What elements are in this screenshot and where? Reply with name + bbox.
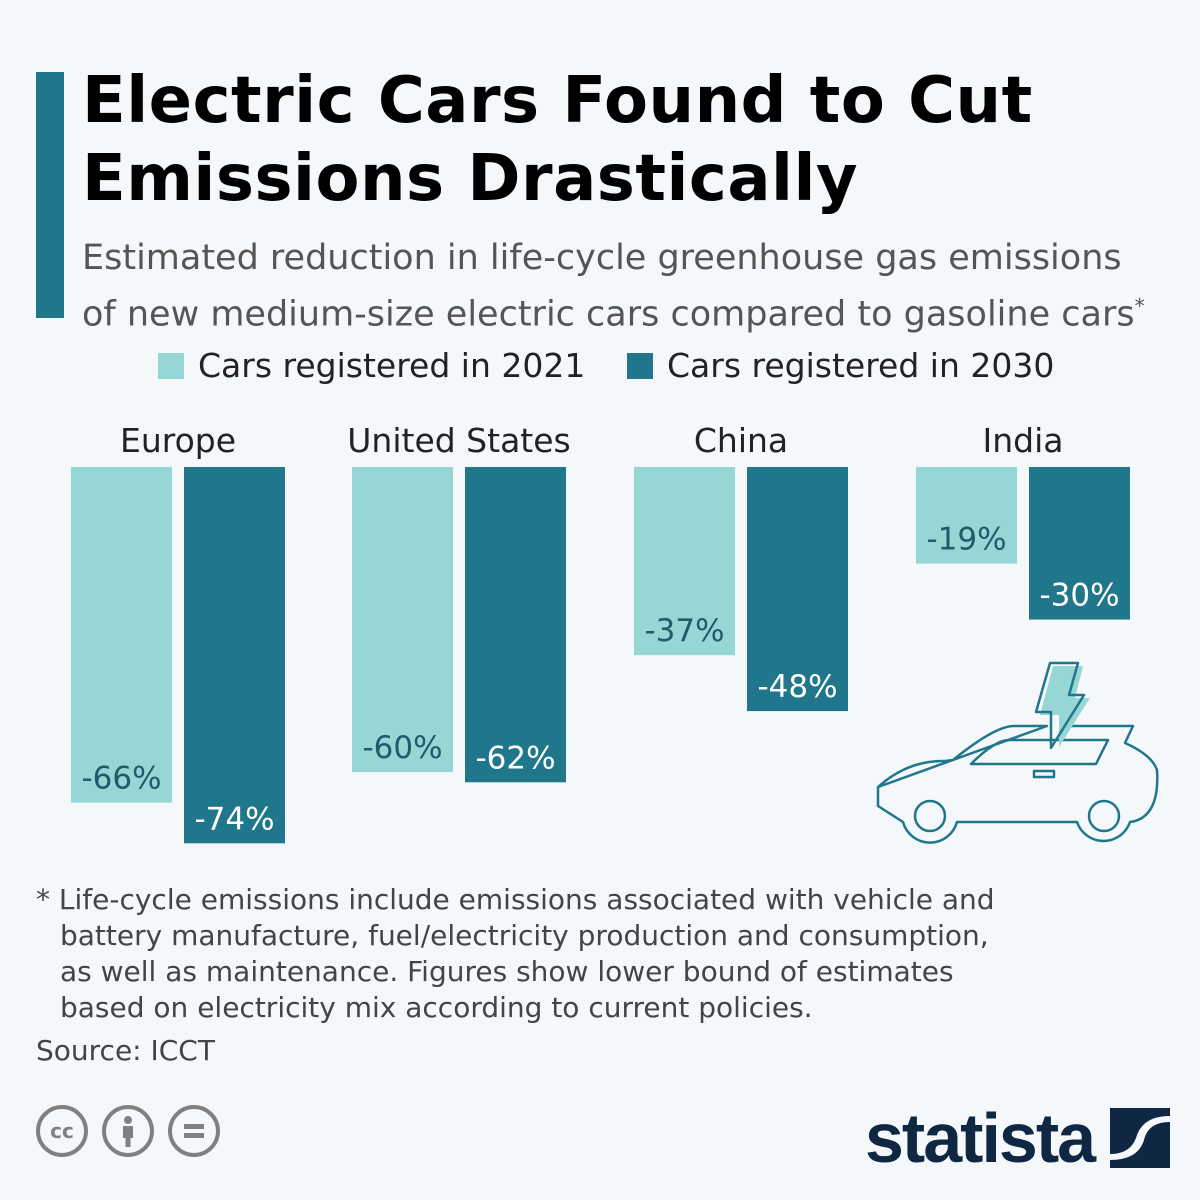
footnote-line-3: as well as maintenance. Figures show low… — [60, 955, 954, 988]
bar-2021 — [916, 467, 1017, 564]
accent-bar — [36, 72, 64, 318]
title-line-2: Emissions Drastically — [82, 142, 859, 216]
bar-2030 — [1029, 467, 1130, 620]
bar-2021 — [71, 467, 172, 803]
license-icons[interactable]: cc — [36, 1105, 220, 1157]
data-label: -62% — [475, 740, 555, 776]
attribution-icon[interactable] — [102, 1105, 154, 1157]
brand-wordmark: statista — [865, 1099, 1096, 1177]
subtitle-line-1: Estimated reduction in life-cycle greenh… — [82, 238, 1122, 278]
data-label: -48% — [757, 669, 837, 705]
footnote-line-2: battery manufacture, fuel/electricity pr… — [60, 919, 989, 952]
cc-icon[interactable]: cc — [36, 1105, 88, 1157]
electric-car-icon — [876, 661, 1159, 844]
legend-label-2030: Cars registered in 2030 — [667, 346, 1055, 385]
legend-item-2030: Cars registered in 2030 — [627, 346, 1054, 385]
legend-swatch-2021 — [158, 352, 184, 379]
subtitle-line-2: of new medium-size electric cars compare… — [82, 294, 1135, 335]
bar-2030 — [747, 467, 848, 712]
data-label: -66% — [81, 761, 161, 797]
footnote-line-1: * Life-cycle emissions include emissions… — [36, 883, 995, 916]
data-label: -19% — [926, 522, 1006, 558]
statista-logo[interactable]: statista — [865, 1098, 1171, 1178]
legend-label-2021: Cars registered in 2021 — [198, 346, 586, 385]
source-text: Source: ICCT — [36, 1034, 215, 1067]
footnote-line-4: based on electricity mix according to cu… — [60, 991, 813, 1024]
data-label: -60% — [362, 730, 442, 766]
category-label: Europe — [120, 421, 236, 460]
footnote-marker: * — [1134, 294, 1145, 318]
bar-2030 — [465, 467, 566, 783]
legend-swatch-2030 — [627, 352, 653, 379]
legend-item-2021: Cars registered in 2021 — [158, 346, 585, 385]
bar-2030 — [184, 467, 285, 844]
chart-title: Electric Cars Found to Cut Emissions Dras… — [82, 62, 1033, 218]
category-label: China — [694, 421, 788, 460]
data-label: -74% — [194, 801, 274, 837]
no-derivatives-icon[interactable] — [168, 1105, 220, 1157]
bar-2021 — [634, 467, 735, 656]
bar-2021 — [352, 467, 453, 773]
statista-logo-icon — [1110, 1108, 1171, 1168]
data-label: -30% — [1039, 578, 1119, 614]
chart-subtitle: Estimated reduction in life-cycle greenh… — [82, 234, 1145, 339]
category-label: United States — [347, 421, 570, 460]
data-label: -37% — [644, 613, 724, 649]
category-label: India — [983, 421, 1064, 460]
footnote: * Life-cycle emissions include emissions… — [36, 882, 1036, 1026]
title-line-1: Electric Cars Found to Cut — [82, 64, 1033, 138]
